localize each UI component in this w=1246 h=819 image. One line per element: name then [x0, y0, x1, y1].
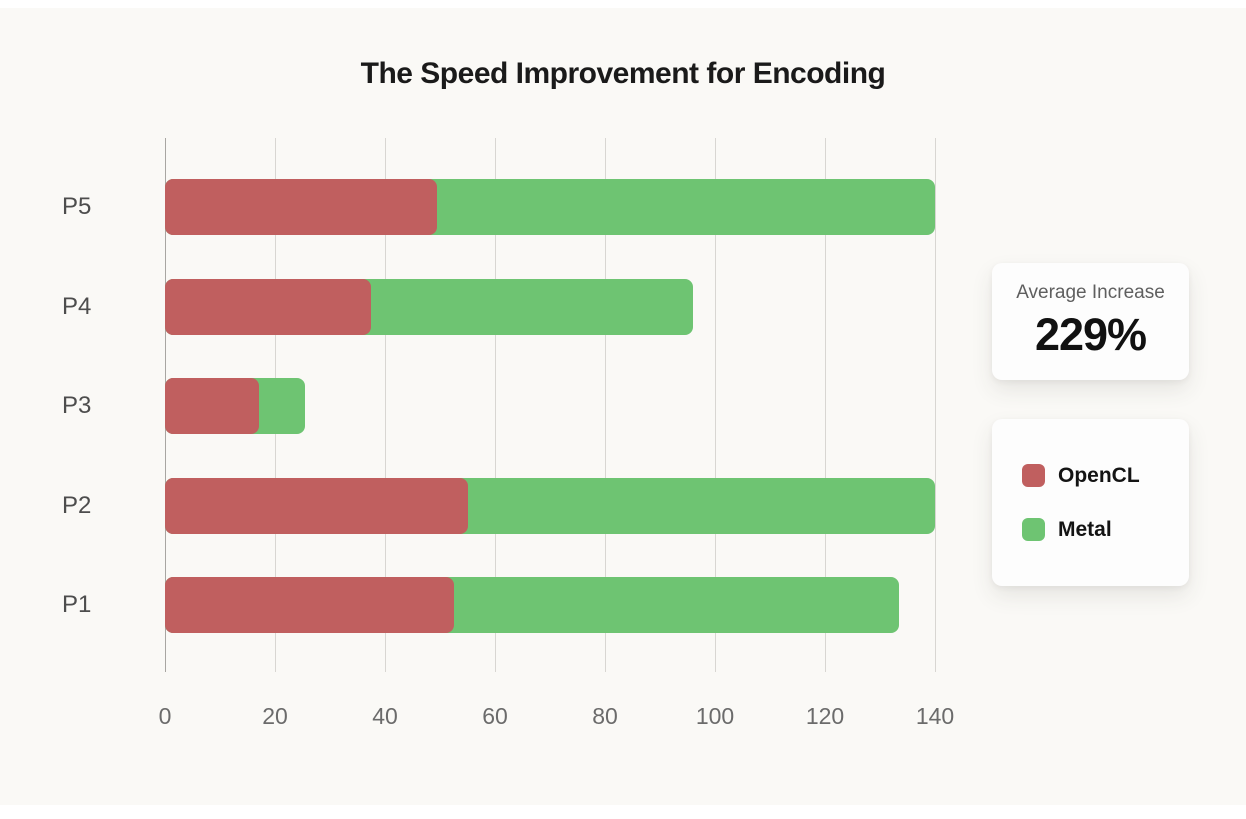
bar-row-p5: [165, 179, 935, 235]
y-axis-label-p1: P1: [62, 591, 92, 618]
bar-opencl-p5: [165, 179, 438, 235]
legend-item-metal: Metal: [1022, 518, 1189, 542]
bar-opencl-p1: [165, 577, 454, 633]
bar-chart-plot-area: [165, 138, 936, 672]
chart-title: The Speed Improvement for Encoding: [360, 57, 886, 90]
y-axis-label-p2: P2: [62, 491, 92, 519]
bar-row-p3: [165, 378, 935, 434]
x-axis-tick-60: 60: [482, 703, 508, 729]
legend-label-opencl: OpenCL: [1058, 463, 1140, 487]
x-axis-tick-120: 120: [805, 703, 845, 729]
x-axis-tick-20: 20: [262, 703, 288, 729]
bar-opencl-p4: [165, 278, 372, 335]
legend-card: OpenCL Metal: [992, 419, 1189, 586]
average-increase-value: 229%: [1034, 309, 1147, 360]
x-axis-tick-0: 0: [158, 703, 172, 729]
gridline: [715, 138, 716, 672]
gridline: [935, 138, 936, 672]
y-axis-label-p5: P5: [62, 193, 92, 220]
y-axis-label-p3: P3: [62, 392, 92, 419]
legend-label-metal: Metal: [1058, 517, 1112, 541]
gridline: [825, 138, 826, 672]
gridline: [385, 138, 386, 672]
bar-row-p4: [165, 278, 935, 335]
bar-opencl-p2: [165, 477, 468, 534]
average-increase-label: Average Increase: [1016, 282, 1165, 303]
gridline: [495, 138, 496, 672]
x-axis-tick-40: 40: [372, 703, 398, 729]
gridline: [605, 138, 606, 672]
x-axis-ticks: 0 20 40 60 80 100 120 140: [159, 703, 955, 733]
y-axis-labels: P5 P4 P3 P2 P1: [62, 138, 152, 672]
legend-swatch-opencl: [1022, 464, 1045, 487]
legend-item-opencl: OpenCL: [1022, 464, 1189, 488]
average-increase-card: Average Increase 229%: [992, 263, 1189, 380]
x-axis-tick-80: 80: [592, 703, 618, 729]
bar-row-p2: [165, 477, 935, 534]
bar-opencl-p3: [165, 378, 259, 434]
legend-swatch-metal: [1022, 518, 1045, 541]
x-axis-tick-140: 140: [915, 703, 955, 729]
bar-row-p1: [165, 577, 935, 633]
y-axis-label-p4: P4: [62, 292, 92, 320]
x-axis-tick-100: 100: [695, 703, 735, 729]
